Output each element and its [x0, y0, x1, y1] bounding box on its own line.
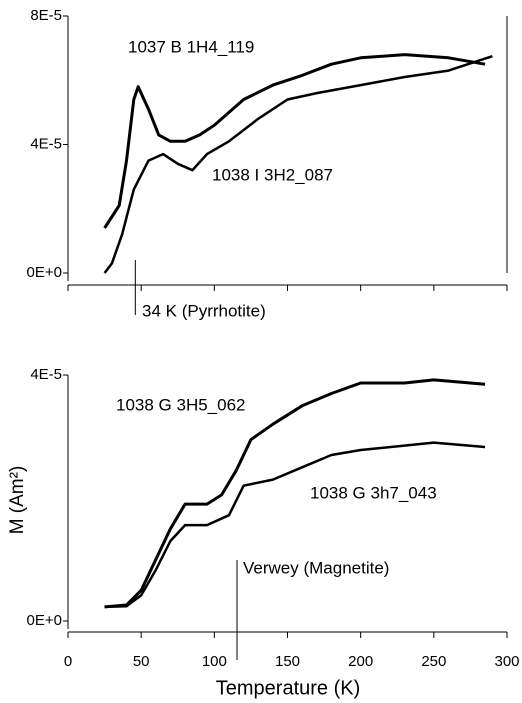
x-tick-label: 150	[275, 653, 300, 670]
x-tick-label: 0	[64, 653, 72, 670]
y-tick-label: 4E-5	[30, 366, 62, 383]
series-label: 1037 B 1H4_119	[128, 37, 254, 56]
series-label: 1038 G 3H5_062	[116, 395, 246, 414]
series-line	[103, 55, 493, 274]
y-tick-label: 0E+0	[27, 264, 62, 281]
x-tick-label: 50	[133, 653, 150, 670]
y-tick-label: 0E+0	[27, 612, 62, 629]
series-label: 1038 G 3h7_043	[310, 483, 437, 502]
annotation: Verwey (Magnetite)	[243, 558, 389, 577]
series-line	[104, 441, 486, 609]
x-tick-label: 200	[348, 653, 373, 670]
x-tick-label: 300	[494, 653, 519, 670]
y-tick-label: 4E-5	[30, 135, 62, 152]
series-line	[104, 378, 486, 609]
annotation: 34 K (Pyrrhotite)	[142, 301, 266, 320]
x-tick-label: 100	[202, 653, 227, 670]
x-tick-label: 250	[421, 653, 446, 670]
series-line	[103, 53, 486, 229]
x-axis-label: Temperature (K)	[216, 677, 361, 699]
y-tick-label: 8E-5	[30, 7, 62, 24]
y-axis-label: M (Am²)	[7, 466, 28, 535]
series-label: 1038 I 3H2_087	[212, 165, 333, 184]
